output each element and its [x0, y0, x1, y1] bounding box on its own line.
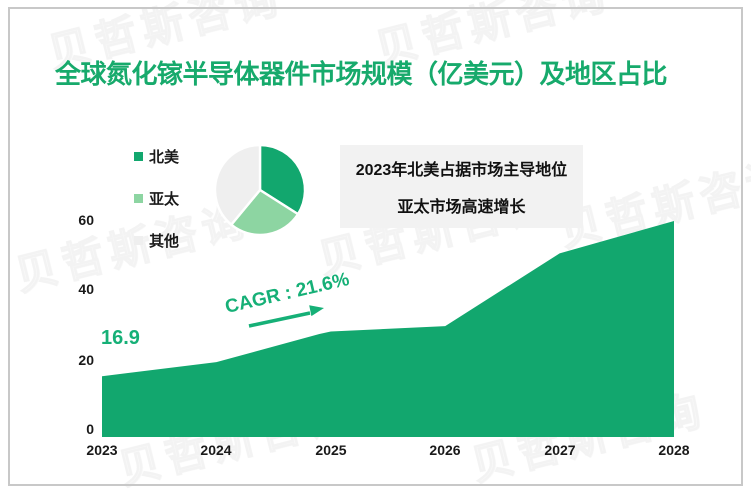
- legend-swatch-others: [134, 236, 143, 245]
- x-axis-tick-2026: 2026: [429, 442, 461, 458]
- legend-swatch-north-america: [134, 152, 143, 161]
- cagr-arrow-icon: [248, 305, 324, 328]
- y-axis-tick-60: 60: [78, 212, 94, 228]
- legend-label-asia-pacific: 亚太: [149, 191, 180, 208]
- first-value-label: 16.9: [101, 327, 140, 349]
- x-axis-tick-2028: 2028: [658, 442, 690, 458]
- pie-legend: 北美 亚太 其他: [134, 146, 179, 251]
- y-axis-tick-40: 40: [78, 281, 94, 297]
- callout-line-1: 2023年北美占据市场主导地位: [355, 162, 568, 179]
- legend-item-others: 其他: [134, 230, 179, 251]
- page-title: 全球氮化镓半导体器件市场规模（亿美元）及地区占比: [55, 59, 668, 89]
- callout-line-2: 亚太市场高速增长: [397, 199, 526, 216]
- x-axis-tick-2027: 2027: [544, 442, 576, 458]
- x-axis-tick-2023: 2023: [86, 442, 118, 458]
- legend-swatch-asia-pacific: [134, 194, 143, 203]
- area-chart: [102, 221, 674, 437]
- y-axis-tick-20: 20: [78, 352, 94, 368]
- x-axis-tick-2025: 2025: [315, 442, 347, 458]
- pie-chart: [213, 143, 307, 237]
- callout-box: 2023年北美占据市场主导地位 亚太市场高速增长: [340, 145, 583, 228]
- y-axis-tick-0: 0: [86, 421, 94, 437]
- legend-label-others: 其他: [149, 233, 180, 250]
- legend-label-north-america: 北美: [149, 149, 180, 166]
- legend-item-north-america: 北美: [134, 146, 179, 167]
- x-axis-tick-2024: 2024: [200, 442, 232, 458]
- legend-item-asia-pacific: 亚太: [134, 188, 179, 209]
